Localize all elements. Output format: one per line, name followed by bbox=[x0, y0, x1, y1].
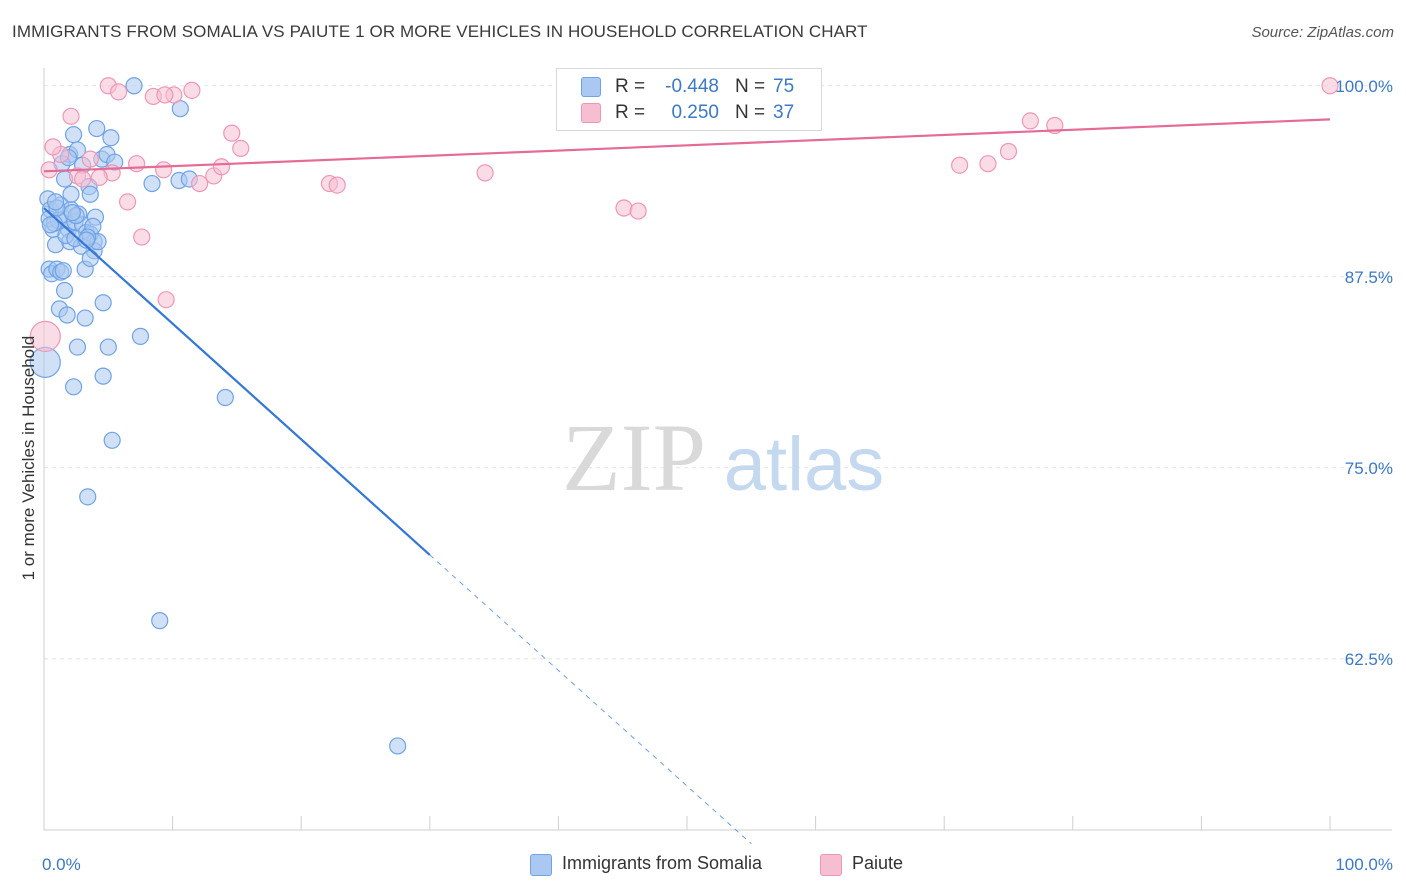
somalia-point bbox=[216, 388, 234, 407]
source-credit: Source: ZipAtlas.com bbox=[1251, 24, 1394, 41]
paiute-point bbox=[62, 107, 80, 125]
paiute-trend-line bbox=[43, 118, 1331, 173]
paiute-point bbox=[156, 86, 174, 104]
paiute-point bbox=[951, 156, 969, 174]
n-value: 75 bbox=[773, 76, 795, 97]
axes bbox=[43, 68, 1392, 831]
paiute-point bbox=[328, 176, 346, 194]
somalia-trend-line bbox=[43, 207, 431, 556]
stats-legend: R = -0.448 N = 75 R = 0.250 N = 37 bbox=[556, 68, 822, 131]
r-label: R = bbox=[615, 76, 646, 97]
paiute-point bbox=[127, 155, 146, 173]
x-tick-label: 0.0% bbox=[42, 855, 81, 874]
paiute-legend-swatch bbox=[820, 854, 842, 876]
data-points bbox=[29, 77, 1339, 755]
somalia-point bbox=[103, 431, 121, 449]
paiute-point bbox=[90, 168, 108, 187]
somalia-point bbox=[88, 119, 106, 138]
somalia-point bbox=[55, 281, 74, 300]
y-tick-label: 100.0% bbox=[1335, 77, 1393, 96]
grid-lines bbox=[44, 85, 1392, 660]
paiute-legend-label: Paiute bbox=[852, 853, 904, 873]
somalia-point bbox=[79, 488, 97, 506]
paiute-point bbox=[1021, 112, 1039, 130]
tick-labels: 100.0% 87.5% 75.0% 62.5% 0.0% 100.0% bbox=[42, 77, 1393, 874]
n-label: N = bbox=[735, 102, 766, 123]
somalia-point bbox=[62, 185, 80, 203]
paiute-point bbox=[476, 164, 494, 182]
paiute-point bbox=[183, 81, 201, 99]
r-value: -0.448 bbox=[665, 76, 719, 97]
trend-lines bbox=[43, 118, 1331, 845]
somalia-point bbox=[102, 129, 120, 147]
paiute-point bbox=[223, 124, 241, 142]
paiute-point bbox=[81, 150, 99, 168]
somalia-point bbox=[389, 737, 407, 755]
somalia-legend-label: Immigrants from Somalia bbox=[562, 853, 763, 873]
somalia-point bbox=[94, 294, 112, 312]
paiute-point bbox=[629, 202, 647, 220]
somalia-point bbox=[151, 612, 169, 630]
somalia-point bbox=[76, 309, 94, 327]
somalia-swatch bbox=[581, 77, 601, 97]
somalia-trend-extension bbox=[429, 554, 752, 845]
r-label: R = bbox=[615, 102, 646, 123]
somalia-point bbox=[131, 327, 150, 345]
somalia-point bbox=[54, 262, 72, 280]
n-value: 37 bbox=[773, 102, 795, 123]
paiute-swatch bbox=[581, 103, 601, 123]
somalia-point bbox=[171, 100, 189, 118]
paiute-point bbox=[232, 139, 250, 158]
paiute-point bbox=[212, 158, 231, 176]
paiute-point bbox=[44, 138, 62, 156]
somalia-point bbox=[41, 216, 60, 234]
somalia-point bbox=[58, 306, 76, 324]
n-label: N = bbox=[735, 76, 766, 97]
paiute-point bbox=[109, 83, 128, 101]
paiute-point bbox=[154, 161, 173, 179]
paiute-point bbox=[1321, 77, 1339, 95]
paiute-point bbox=[73, 170, 92, 188]
somalia-point bbox=[81, 185, 99, 203]
paiute-point bbox=[979, 155, 997, 173]
y-tick-label: 87.5% bbox=[1345, 268, 1393, 287]
somalia-point bbox=[46, 193, 65, 211]
somalia-point bbox=[99, 338, 117, 356]
chart-title: IMMIGRANTS FROM SOMALIA VS PAIUTE 1 OR M… bbox=[12, 22, 868, 41]
somalia-point bbox=[63, 203, 81, 222]
y-tick-label: 75.0% bbox=[1345, 459, 1393, 478]
somalia-point bbox=[81, 249, 99, 268]
paiute-point bbox=[191, 174, 209, 193]
y-axis-label: 1 or more Vehicles in Household bbox=[19, 336, 38, 581]
somalia-point bbox=[64, 126, 83, 144]
r-value: 0.250 bbox=[671, 102, 719, 123]
paiute-point bbox=[29, 320, 61, 352]
paiute-point bbox=[133, 228, 151, 246]
paiute-point bbox=[615, 199, 633, 217]
paiute-point bbox=[999, 142, 1018, 161]
somalia-point bbox=[68, 338, 87, 356]
paiute-point bbox=[118, 193, 137, 211]
somalia-point bbox=[125, 77, 143, 95]
paiute-point bbox=[157, 291, 175, 309]
y-tick-label: 62.5% bbox=[1345, 650, 1393, 669]
somalia-point bbox=[94, 367, 112, 385]
somalia-point bbox=[64, 378, 83, 396]
somalia-point bbox=[143, 174, 161, 193]
somalia-legend-swatch bbox=[530, 854, 552, 876]
watermark-zip: ZIP bbox=[562, 404, 706, 511]
watermark-atlas: atlas bbox=[724, 422, 885, 507]
x-tick-label: 100.0% bbox=[1335, 855, 1393, 874]
